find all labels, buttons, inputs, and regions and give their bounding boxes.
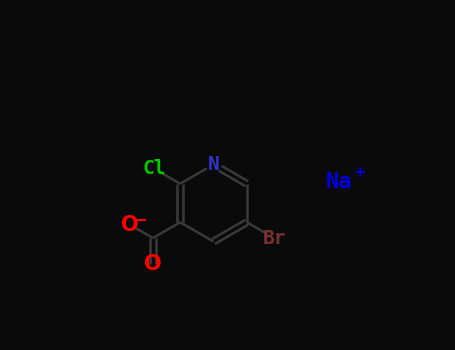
Text: −: − xyxy=(133,210,147,228)
Text: +: + xyxy=(354,165,366,180)
Text: Na: Na xyxy=(326,172,353,192)
Text: Cl: Cl xyxy=(143,159,166,178)
Text: O: O xyxy=(144,254,162,274)
Text: Br: Br xyxy=(263,229,286,247)
Text: O: O xyxy=(121,215,139,235)
Text: N: N xyxy=(207,155,219,174)
